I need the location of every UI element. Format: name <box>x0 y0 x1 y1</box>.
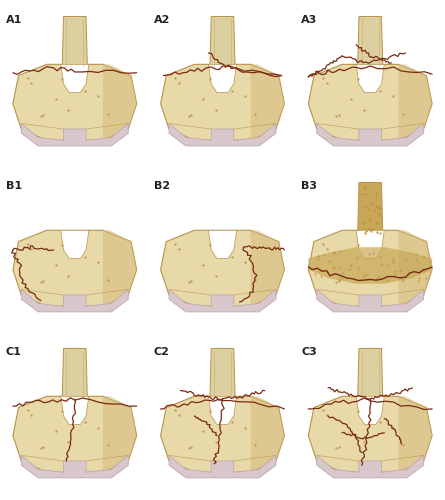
Polygon shape <box>210 348 235 402</box>
Polygon shape <box>398 64 432 140</box>
Polygon shape <box>308 64 432 140</box>
Text: A2: A2 <box>154 15 170 25</box>
Polygon shape <box>308 247 432 284</box>
Polygon shape <box>251 396 284 472</box>
Polygon shape <box>103 396 137 472</box>
Polygon shape <box>169 124 276 146</box>
Polygon shape <box>61 64 89 92</box>
Polygon shape <box>357 182 383 236</box>
Text: C1: C1 <box>6 347 22 357</box>
Text: B2: B2 <box>154 181 170 191</box>
Polygon shape <box>251 64 284 140</box>
Polygon shape <box>61 230 89 258</box>
Text: C2: C2 <box>154 347 170 357</box>
Polygon shape <box>208 64 237 92</box>
Polygon shape <box>398 396 432 472</box>
Polygon shape <box>317 124 424 146</box>
Polygon shape <box>308 230 432 306</box>
Polygon shape <box>317 456 424 478</box>
Polygon shape <box>357 348 383 402</box>
Polygon shape <box>62 348 88 402</box>
Polygon shape <box>62 16 88 70</box>
Polygon shape <box>356 64 384 92</box>
Polygon shape <box>61 396 89 424</box>
Polygon shape <box>103 230 137 306</box>
Polygon shape <box>208 230 237 258</box>
Polygon shape <box>308 396 432 472</box>
Text: B3: B3 <box>301 181 317 191</box>
Polygon shape <box>13 230 137 306</box>
Polygon shape <box>21 124 128 146</box>
Polygon shape <box>161 64 284 140</box>
Polygon shape <box>21 290 128 312</box>
Text: A1: A1 <box>6 15 22 25</box>
Polygon shape <box>13 396 137 472</box>
Polygon shape <box>251 230 284 306</box>
Text: A3: A3 <box>301 15 318 25</box>
Polygon shape <box>210 16 235 70</box>
Polygon shape <box>169 290 276 312</box>
Polygon shape <box>398 230 432 306</box>
Polygon shape <box>21 456 128 478</box>
Polygon shape <box>356 230 384 258</box>
Polygon shape <box>161 396 284 472</box>
Polygon shape <box>161 230 284 306</box>
Text: C3: C3 <box>301 347 317 357</box>
Polygon shape <box>356 396 384 424</box>
Polygon shape <box>169 456 276 478</box>
Polygon shape <box>13 64 137 140</box>
Polygon shape <box>103 64 137 140</box>
Polygon shape <box>317 290 424 312</box>
Polygon shape <box>208 396 237 424</box>
Polygon shape <box>357 16 383 70</box>
Text: B1: B1 <box>6 181 22 191</box>
